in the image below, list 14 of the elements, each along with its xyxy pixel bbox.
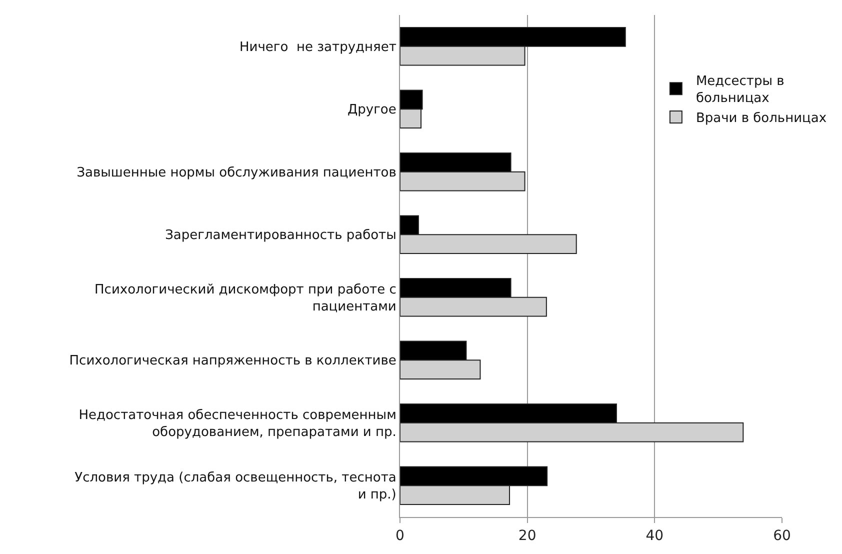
y-tick-label: Зарегламентированность работы (165, 228, 396, 244)
y-tick-label: Психологический дискомфорт при работе с пациентами (94, 282, 396, 314)
x-tick-label: 0 (396, 528, 404, 544)
x-tick-label: 60 (773, 528, 791, 544)
y-tick-label: Другое (348, 102, 396, 118)
legend-label: Медсестры в больницах (696, 74, 784, 106)
x-tick-label: 40 (646, 528, 664, 544)
legend-label: Врачи в больницах (696, 111, 827, 126)
y-tick-label: Психологическая напряженность в коллективе (69, 354, 396, 369)
x-tick-label: 20 (518, 528, 536, 544)
y-tick-label: Недостаточная обеспеченность современным оборудованием, препаратами и пр. (78, 408, 396, 440)
y-tick-label: Ничего не затрудняет (240, 40, 397, 55)
y-tick-label: Условия труда (слабая освещенность, теснота и пр.) (74, 470, 396, 503)
y-tick-label: Завышенные нормы обслуживания пациентов (76, 165, 396, 180)
